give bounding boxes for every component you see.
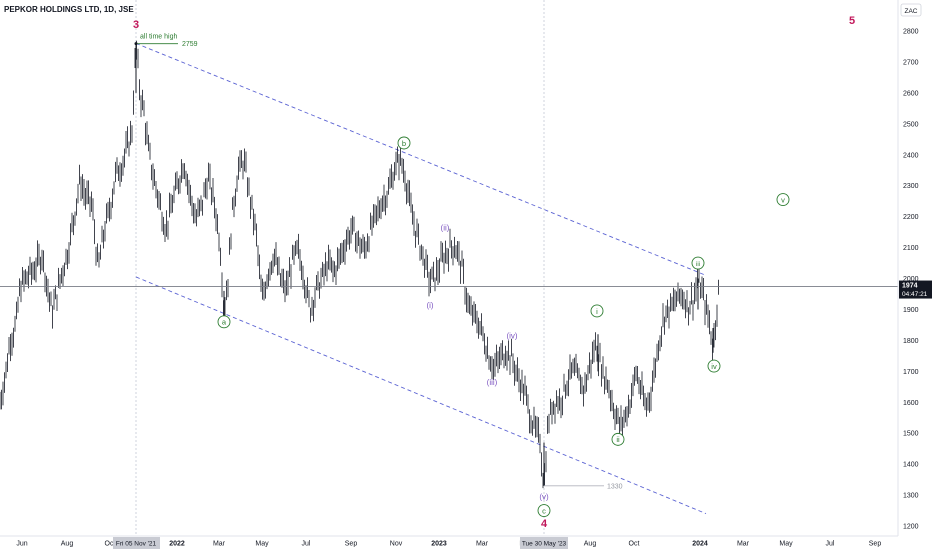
wave-circle: [217, 315, 231, 329]
y-tick-label: 1600: [903, 400, 919, 407]
x-tick-label: Jul: [302, 541, 311, 548]
wave-circle: [691, 256, 705, 270]
y-tick-label: 1500: [903, 431, 919, 438]
x-tick-label: Mar: [476, 541, 489, 548]
wave-circle: [397, 136, 411, 150]
wave-label: (iii): [487, 378, 498, 387]
y-tick-label: 2100: [903, 245, 919, 252]
date-label-2: Tue 30 May '23: [522, 541, 567, 548]
y-tick-label: 2500: [903, 121, 919, 128]
wave-circle: [611, 432, 625, 446]
x-tick-label: Sep: [345, 541, 358, 548]
x-tick-label: 2024: [692, 541, 708, 548]
y-tick-label: 1400: [903, 462, 919, 469]
wave-degree-label: 5: [849, 15, 855, 27]
y-tick-label: 2600: [903, 90, 919, 97]
x-tick-label: Jul: [826, 541, 835, 548]
wave-degree-label: 4: [541, 518, 548, 530]
x-tick-label: Mar: [213, 541, 226, 548]
x-tick-label: 2022: [169, 541, 185, 548]
wave-circle: [707, 359, 721, 373]
x-tick-label: May: [255, 541, 269, 548]
wave-label: v: [781, 195, 785, 204]
date-label-2-group: Tue 30 May '23: [520, 537, 568, 549]
y-tick-label: 2700: [903, 59, 919, 66]
wave-label: iv: [711, 362, 717, 371]
wave-label: ii: [616, 435, 620, 444]
wave-label: (v): [539, 493, 549, 502]
wave-label: iii: [696, 262, 700, 268]
currency-badge[interactable]: [900, 3, 922, 17]
y-tick-label: 2400: [903, 152, 919, 159]
wave-circle: [590, 304, 604, 318]
wave-label: b: [402, 139, 406, 148]
price-series: [0, 40, 719, 489]
chart-title: PEPKOR HOLDINGS LTD, 1D, JSE: [4, 5, 134, 14]
wave-circle: [776, 193, 790, 207]
x-tick-label: May: [779, 541, 793, 548]
price-bars: [0, 40, 719, 489]
wave-label: c: [542, 506, 546, 515]
x-tick-label: Oct: [629, 541, 640, 548]
y-tick-label: 2800: [903, 29, 919, 36]
wave-label: (ii): [441, 223, 450, 232]
price-axis-background: [898, 0, 932, 536]
x-tick-label: 2023: [431, 541, 447, 548]
x-tick-label: Aug: [584, 541, 597, 548]
y-tick-label: 1300: [903, 493, 919, 500]
wave-label: a: [222, 318, 227, 327]
last-price-badge: 1974 04:47:21: [899, 280, 932, 299]
y-tick-label: 1800: [903, 338, 919, 345]
y-tick-label: 2300: [903, 183, 919, 190]
date-label-1: Fri 05 Nov '21: [116, 541, 157, 548]
price-axis[interactable]: 2800 2700 2600 2500 2400 2300 2200 2100 2000 1900…: [903, 29, 919, 531]
y-tick-label: 2200: [903, 214, 919, 221]
wave-circle: [537, 504, 551, 517]
channel-upper-line: [135, 42, 707, 276]
y-tick-label: 1700: [903, 369, 919, 376]
all-time-high-label: all time high: [140, 34, 177, 41]
y-tick-label: 2000: [903, 276, 919, 283]
wave-degree-label: 3: [133, 19, 139, 31]
countdown-value: 04:47:21: [902, 291, 928, 298]
time-axis-background: [0, 536, 932, 550]
channel-lower-line: [135, 276, 707, 515]
wave-label: (iv): [506, 332, 517, 341]
y-tick-label: 1200: [903, 524, 919, 531]
wave-label: (i): [426, 301, 433, 310]
all-time-high-value: 2759: [182, 41, 198, 48]
annotation-lines: all time high 2759 1330: [134, 34, 623, 490]
date-label-1-group: Fri 05 Nov '21: [113, 537, 160, 549]
wave-label: i: [596, 307, 598, 316]
x-tick-label: Sep: [869, 541, 882, 548]
x-tick-label: Jun: [16, 541, 27, 548]
x-tick-label: Aug: [61, 541, 74, 548]
low-value: 1330: [607, 483, 623, 490]
all-time-high-marker: [134, 42, 138, 46]
y-tick-label: 1900: [903, 307, 919, 314]
currency-label: ZAC: [905, 8, 918, 15]
x-tick-label: Oct: [105, 541, 116, 548]
x-tick-label: Mar: [737, 541, 750, 548]
x-tick-label: Nov: [390, 541, 403, 548]
trend-channel: [135, 42, 707, 515]
last-price-value: 1974: [902, 283, 918, 290]
